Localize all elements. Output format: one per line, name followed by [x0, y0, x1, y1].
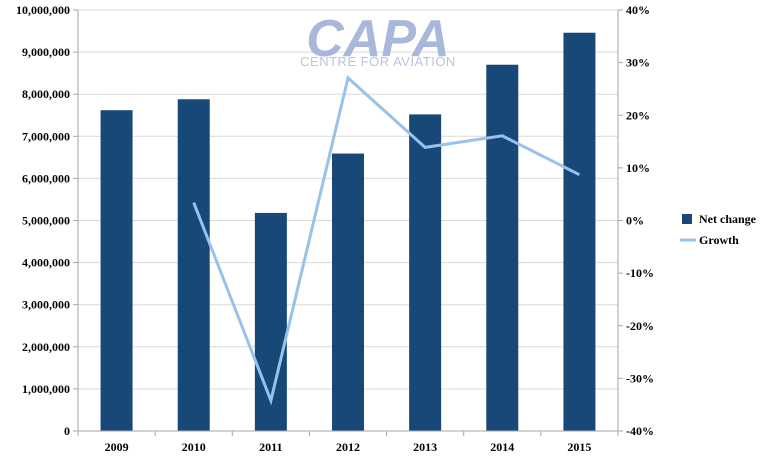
- left-tick-label: 8,000,000: [22, 87, 70, 101]
- x-tick-label: 2013: [413, 440, 437, 454]
- watermark-brand: CAPA: [306, 10, 449, 68]
- left-tick-label: 2,000,000: [22, 340, 70, 354]
- bar-2012: [332, 153, 364, 431]
- right-tick-label: -20%: [626, 319, 654, 333]
- x-tick-label: 2014: [490, 440, 514, 454]
- right-tick-label: -30%: [626, 371, 654, 385]
- bar-2015: [563, 32, 596, 431]
- bar-2009: [100, 110, 133, 431]
- right-tick-label: 10%: [626, 161, 650, 175]
- right-tick-label: 20%: [626, 108, 650, 122]
- bar-series: [100, 32, 596, 432]
- legend-label-net-change: Net change: [699, 212, 757, 226]
- left-tick-label: 1,000,000: [22, 382, 70, 396]
- left-tick-label: 6,000,000: [22, 171, 70, 185]
- axes: [73, 9, 623, 436]
- growth-line: [192, 75, 581, 406]
- legend-label-growth: Growth: [699, 233, 739, 247]
- line-series: [192, 75, 581, 406]
- x-axis-ticks: 2009 2010 2011 2012 2013 2014 2015: [105, 440, 592, 454]
- right-tick-label: 30%: [626, 56, 650, 70]
- left-tick-label: 7,000,000: [22, 129, 70, 143]
- right-tick-label: -10%: [626, 266, 654, 280]
- legend: Net change Growth: [680, 212, 757, 247]
- left-tick-label: 10,000,000: [16, 3, 70, 17]
- right-tick-label: 40%: [626, 3, 650, 17]
- left-axis-ticks: 0 1,000,000 2,000,000 3,000,000 4,000,000 5,0…: [16, 3, 70, 438]
- legend-swatch-net-change: [682, 214, 692, 224]
- left-tick-label: 3,000,000: [22, 298, 70, 312]
- x-tick-label: 2009: [105, 440, 129, 454]
- capa-watermark: CAPA CENTRE FOR AVIATION: [300, 10, 456, 69]
- x-tick-label: 2010: [182, 440, 206, 454]
- right-tick-label: -40%: [626, 424, 654, 438]
- x-tick-label: 2015: [567, 440, 591, 454]
- watermark-tagline: CENTRE FOR AVIATION: [300, 54, 456, 69]
- x-tick-label: 2011: [259, 440, 282, 454]
- right-tick-label: 0%: [626, 214, 644, 228]
- left-tick-label: 4,000,000: [22, 256, 70, 270]
- left-tick-label: 9,000,000: [22, 45, 70, 59]
- bar-2014: [486, 64, 519, 431]
- left-tick-label: 5,000,000: [22, 214, 70, 228]
- right-axis-ticks: -40% -30% -20% -10% 0% 10% 20% 30% 40%: [626, 3, 654, 438]
- left-tick-label: 0: [64, 424, 70, 438]
- x-tick-label: 2012: [336, 440, 360, 454]
- bar-2013: [409, 114, 442, 432]
- bar-2010: [177, 99, 210, 431]
